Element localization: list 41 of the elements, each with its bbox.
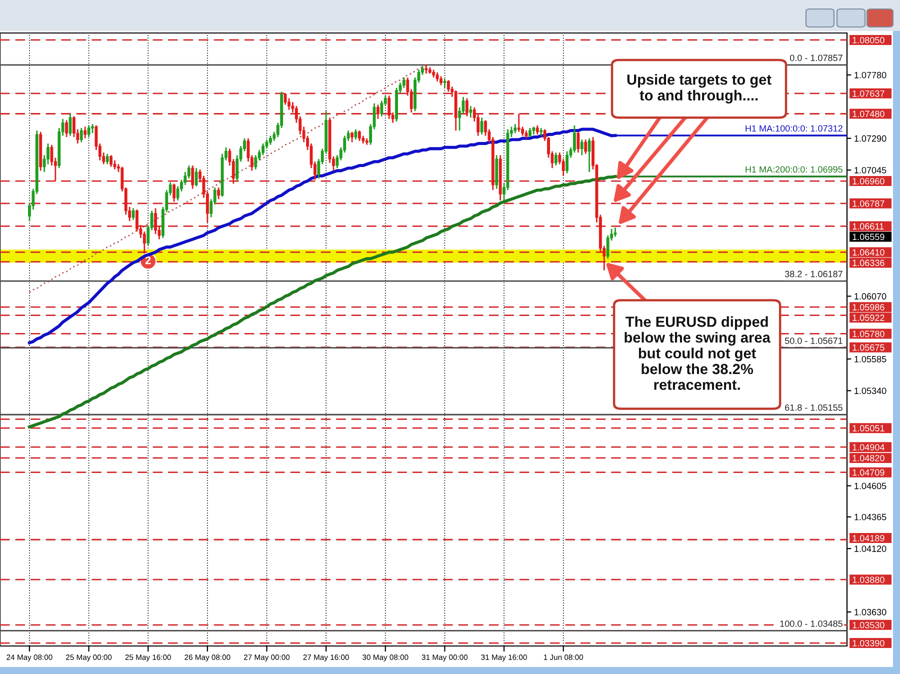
ref-line-label: 1.07637 (852, 90, 884, 97)
annotation: 2 (145, 256, 151, 264)
ref-line-label: 1.04820 (852, 454, 884, 462)
annotation: 61.8 - 1.05155 (785, 404, 842, 411)
y-tick-label: 1.07780 (854, 72, 886, 78)
ref-line-label: 1.03530 (852, 622, 884, 628)
y-tick-label: 1.06070 (854, 293, 886, 300)
annotation: 38.2 - 1.06187 (784, 270, 842, 278)
annotation: 100.0 - 1.03485 (780, 620, 842, 627)
ref-line-label: H1 MA:100:0:0: 1.07312 (746, 125, 842, 132)
text: The EURUSD dipped below the swing area but could not get below the 38.2% retracement. (624, 316, 771, 390)
y-tick-label: 1.04365 (854, 514, 886, 520)
annotation: 0.0 - 1.07857 (790, 54, 842, 62)
y-tick-label: 1.05585 (854, 356, 886, 362)
ref-line-label: 1.04904 (852, 444, 884, 450)
ref-line-label: 1.06787 (852, 200, 884, 207)
y-tick-label: 1.07045 (854, 167, 886, 174)
ref-line-label: 1.05780 (852, 330, 884, 338)
ref-line-label: 1.04709 (852, 469, 884, 476)
y-tick-label: 1.04120 (854, 546, 886, 552)
ref-line-label: 1.06960 (852, 178, 884, 184)
text: 1.06559 (852, 234, 884, 240)
y-tick-label: 1.04605 (854, 482, 886, 490)
ref-line-label: 1.05051 (852, 425, 884, 432)
ref-line-label: 1.03880 (852, 576, 884, 583)
ref-line-label: 1.07480 (852, 110, 884, 118)
ref-line-label: 1.05922 (852, 314, 884, 321)
ref-line-label: 1.06336 (852, 260, 884, 266)
ref-line-label: 1.05986 (852, 304, 884, 310)
y-tick-label: 1.05340 (854, 388, 886, 394)
y-tick-label: 1.07290 (854, 135, 886, 142)
ref-line-label: 1.06611 (852, 223, 884, 230)
ref-line-label: 1.03390 (852, 640, 884, 646)
ref-line-label: 1.08050 (852, 36, 884, 44)
ref-line-label: H1 MA:200:0:0: 1.06995 (746, 166, 842, 173)
ref-line-label: 1.05675 (852, 344, 884, 351)
ref-line-label: 1.04189 (852, 535, 884, 542)
text: Upside targets to get to and through.... (627, 74, 772, 104)
ref-line-label: 1.06410 (852, 249, 884, 256)
y-tick-label: 1.03630 (854, 608, 886, 616)
annotation: 50.0 - 1.05671 (784, 338, 842, 344)
